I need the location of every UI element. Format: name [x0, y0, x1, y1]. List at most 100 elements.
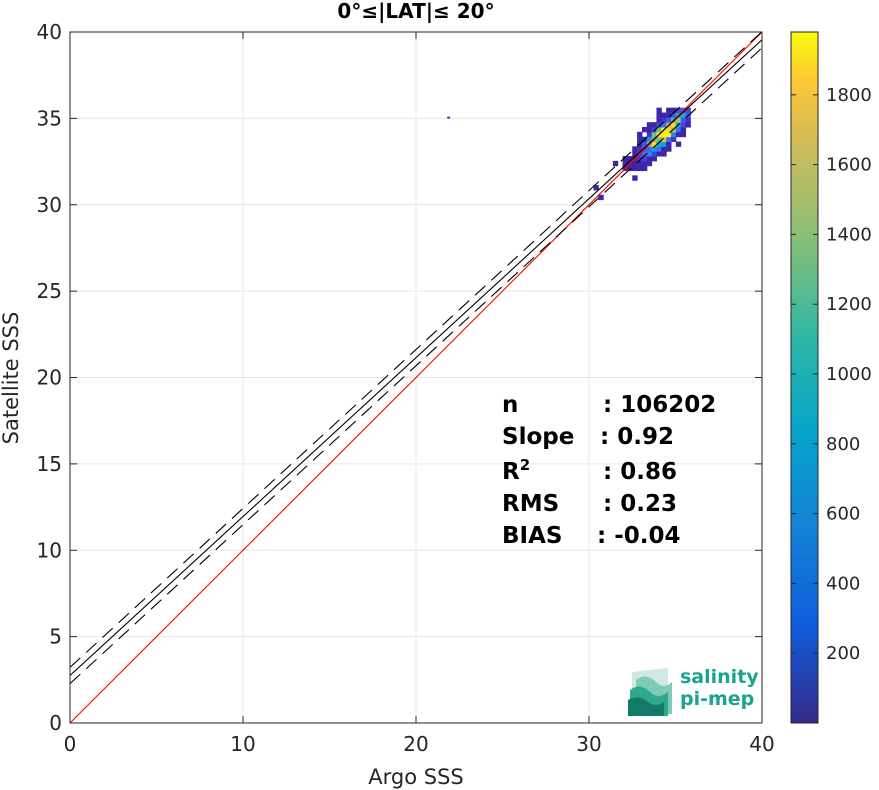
density-bin [646, 122, 653, 128]
density-bin [637, 146, 643, 152]
stat-label: BIAS [502, 523, 562, 549]
density-bin [656, 151, 662, 157]
density-bin [680, 127, 687, 133]
x-tick-label: 0 [64, 732, 77, 756]
density-bin [646, 136, 653, 143]
density-bin [622, 160, 628, 167]
density-bin [651, 122, 657, 128]
density-bin [651, 151, 657, 157]
density-bin [671, 131, 677, 138]
density-bin [661, 136, 667, 143]
statistics-box: n: 106202 Slope: 0.92 R2: 0.86 RMS: 0.23 BIA… [502, 392, 716, 549]
density-bin [671, 112, 677, 118]
identity-line [70, 32, 762, 723]
density-bin [651, 141, 657, 147]
density-bin [637, 131, 643, 138]
density-bin [646, 127, 653, 133]
density-bin [598, 194, 604, 201]
density-bin [680, 122, 687, 128]
density-bin [656, 107, 662, 114]
density-bin [661, 122, 667, 128]
density-bin [680, 112, 687, 118]
density-bin [656, 146, 662, 152]
colorbar-tick-label: 1600 [826, 155, 872, 176]
stat-value: : 0.23 [603, 491, 677, 517]
x-axis-label: Argo SSS [368, 765, 463, 789]
density-bin [632, 146, 638, 152]
density-bin [646, 156, 653, 162]
density-bin [641, 156, 648, 162]
x-tick-label: 40 [749, 732, 774, 756]
outlier-point [447, 116, 451, 119]
density-bin [622, 156, 628, 162]
density-bin [675, 131, 682, 138]
density-bin [646, 151, 653, 157]
y-tick-label: 40 [37, 20, 62, 44]
density-bin [685, 117, 691, 123]
colorbar: 200 400 600 800 1000 1200 1400 1600 1800 [790, 31, 872, 724]
y-axis-label: Satellite SSS [0, 312, 23, 445]
density-bin [671, 122, 677, 128]
density-bin [671, 107, 677, 114]
density-bin [656, 122, 662, 128]
density-bin [656, 112, 662, 118]
density-bin [666, 112, 672, 118]
density-bin [675, 141, 682, 147]
colorbar-tick-label: 200 [826, 643, 860, 664]
y-tick-label: 30 [37, 193, 62, 217]
fit-lower-line [70, 47, 762, 685]
regression-lines [70, 32, 762, 723]
density-bin [632, 151, 638, 157]
density-bin [661, 117, 667, 123]
density-bin [675, 117, 682, 123]
colorbar-tick-label: 800 [826, 434, 860, 455]
density-bin [666, 107, 672, 114]
stat-value: : 106202 [603, 392, 716, 418]
density-bin [646, 146, 653, 152]
density-bin [661, 141, 667, 147]
fit-upper-line [70, 32, 762, 668]
y-axis-ticks: 0 5 10 15 20 25 30 35 40 [37, 20, 762, 735]
stat-label: n [502, 392, 518, 418]
density-bin [641, 141, 648, 147]
logo-line2: pi-mep [680, 688, 754, 710]
density-bin [632, 175, 638, 181]
density-bin [656, 127, 662, 133]
density-bin [656, 141, 662, 147]
density-bin [641, 151, 648, 157]
x-tick-label: 30 [576, 732, 601, 756]
y-tick-label: 0 [49, 711, 62, 735]
density-bin [666, 131, 672, 138]
density-bin [637, 160, 643, 167]
density-bin [661, 151, 667, 157]
stat-label: R2 [502, 456, 530, 485]
y-tick-label: 25 [37, 279, 62, 303]
density-bin [656, 136, 662, 143]
logo-line1: salinity [680, 666, 759, 688]
density-bin [661, 131, 667, 138]
density-bin [666, 146, 672, 152]
colorbar-tick-label: 1800 [826, 85, 872, 106]
density-bin [641, 160, 648, 167]
colorbar-tick-label: 1000 [826, 364, 872, 385]
density-bin [666, 127, 672, 133]
density-bin [685, 107, 691, 114]
density-bin [641, 165, 648, 172]
density-bin [632, 160, 638, 167]
stat-value: : 0.92 [600, 424, 674, 450]
stat-value: : 0.86 [603, 459, 677, 485]
colorbar-tick-label: 400 [826, 573, 860, 594]
y-tick-label: 20 [37, 366, 62, 390]
density-bin [632, 165, 638, 172]
density-bin [666, 117, 672, 123]
density-bin [671, 136, 677, 143]
colorbar-tick-label: 600 [826, 504, 860, 525]
density-bin [666, 136, 672, 143]
density-bin [685, 122, 691, 128]
density-bin [680, 117, 687, 123]
density-bin [656, 117, 662, 123]
wave-logo-icon [628, 668, 672, 716]
x-tick-label: 10 [230, 732, 255, 756]
y-tick-label: 35 [37, 106, 62, 130]
